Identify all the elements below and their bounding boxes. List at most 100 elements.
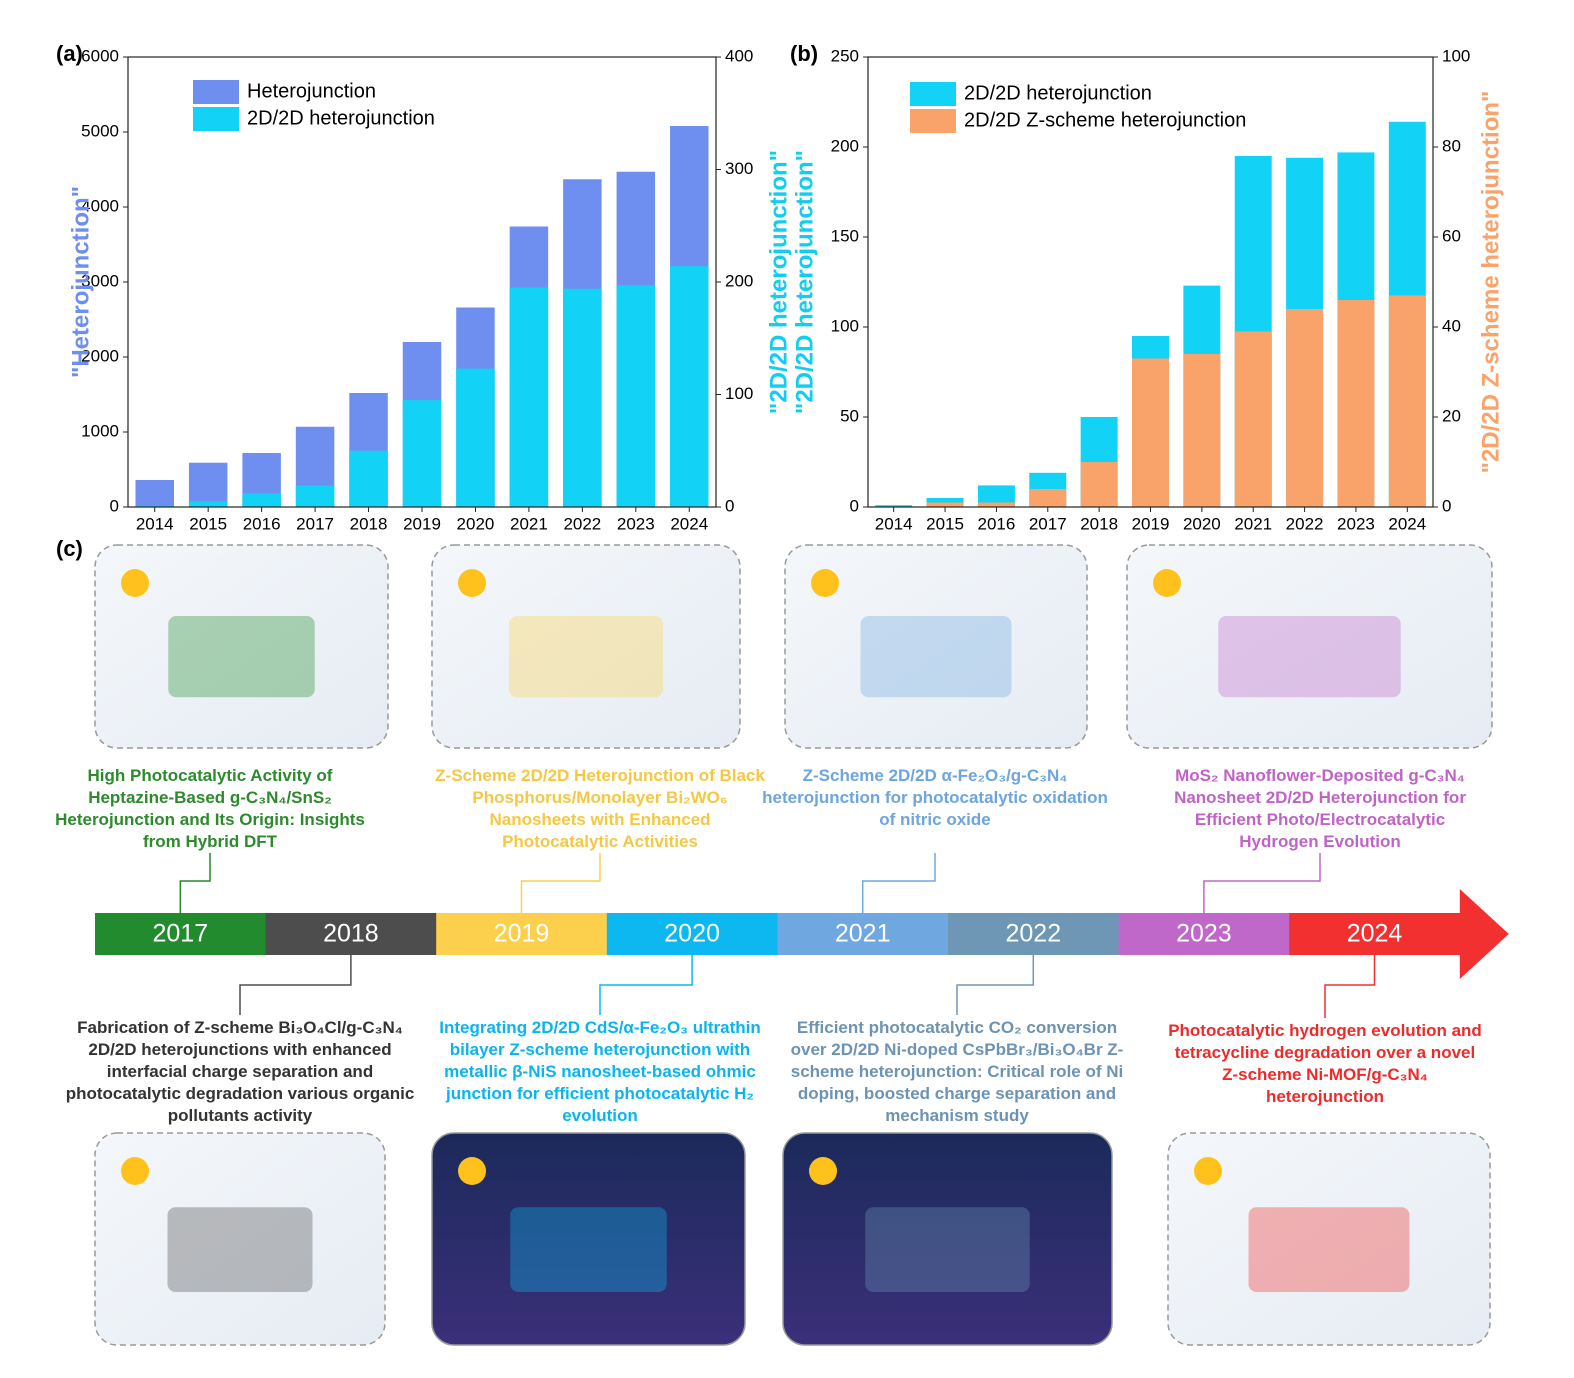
y2-tick-label: 20 (1442, 406, 1461, 425)
bar (349, 450, 388, 507)
bar (188, 462, 228, 507)
bar (1132, 358, 1169, 507)
bar (242, 493, 281, 507)
image-panel (167, 1207, 313, 1292)
x-tick-label: 2019 (1132, 514, 1170, 533)
bar (875, 505, 913, 507)
connector (520, 853, 601, 913)
image-panel (1218, 616, 1401, 698)
connector (956, 955, 1035, 1015)
y-tick-label: 6000 (81, 46, 119, 65)
y2-tick-label: 0 (725, 496, 734, 515)
legend-label: 2D/2D heterojunction (247, 107, 435, 129)
y-tick-label: 0 (110, 496, 119, 515)
image-sun (1153, 569, 1181, 597)
timeline-arrowhead (1459, 889, 1509, 979)
figure-image (782, 1132, 1113, 1346)
figure-image (94, 544, 389, 749)
timeline-segment (95, 913, 267, 955)
timeline-segment (1118, 913, 1290, 955)
panel-label: (c) (56, 536, 83, 561)
y-tick-label: 250 (831, 46, 859, 65)
y-tick-label: 150 (831, 226, 859, 245)
figure-image (94, 1132, 386, 1346)
legend-label: 2D/2D heterojunction (964, 82, 1152, 104)
x-tick-label: 2017 (296, 514, 334, 533)
timeline-segment (1289, 913, 1463, 955)
timeline-segment (606, 913, 778, 955)
x-tick-label: 2014 (136, 514, 174, 533)
paper-title: Z-Scheme 2D/2D Heterojunction of Black P… (435, 766, 765, 851)
timeline-year: 2020 (664, 920, 720, 948)
paper-title: Z-Scheme 2D/2D α-Fe₂O₃/g-C₃N₄ heterojunc… (762, 766, 1108, 829)
x-tick-label: 2019 (403, 514, 441, 533)
connector (179, 853, 211, 913)
bar (295, 485, 335, 507)
y-tick-label: 0 (850, 496, 859, 515)
image-sun (458, 1157, 486, 1185)
bar (509, 287, 549, 507)
x-tick-label: 2020 (1183, 514, 1221, 533)
bar (977, 485, 1015, 507)
figure-image (784, 544, 1088, 749)
image-sun (458, 569, 486, 597)
y2-axis-label: "2D/2D heterojunction" (765, 150, 792, 414)
y2-tick-label: 100 (725, 384, 753, 403)
bar (1080, 462, 1118, 507)
bar (1286, 309, 1324, 507)
x-tick-label: 2023 (1337, 514, 1375, 533)
x-tick-label: 2024 (1388, 514, 1426, 533)
y-tick-label: 1000 (81, 421, 119, 440)
y2-axis-label: "2D/2D heterojunction" (791, 150, 818, 414)
timeline-year: 2024 (1347, 920, 1403, 948)
legend-swatch (193, 107, 239, 131)
timeline-year: 2017 (152, 920, 208, 948)
y2-tick-label: 0 (1442, 496, 1451, 515)
panel-label: (a) (56, 41, 83, 66)
bar (456, 368, 495, 507)
legend-label: Heterojunction (247, 80, 376, 102)
timeline-year: 2023 (1176, 920, 1232, 948)
image-sun (809, 1157, 837, 1185)
bar (188, 501, 228, 507)
y2-tick-label: 400 (725, 46, 753, 65)
legend-swatch (910, 109, 956, 133)
y-tick-label: 5000 (81, 121, 119, 140)
x-tick-label: 2016 (977, 514, 1015, 533)
x-tick-label: 2018 (350, 514, 388, 533)
figure-image (431, 544, 741, 749)
x-tick-label: 2016 (243, 514, 281, 533)
connector (1203, 853, 1321, 913)
y-tick-label: 4000 (81, 196, 119, 215)
paper-title: Photocatalytic hydrogen evolution and te… (1168, 1021, 1482, 1106)
y-tick-label: 3000 (81, 271, 119, 290)
y2-tick-label: 200 (725, 271, 753, 290)
bar (616, 285, 656, 507)
bar (402, 400, 442, 507)
image-panel (168, 616, 315, 698)
timeline-year: 2019 (494, 920, 550, 948)
bar (563, 288, 602, 507)
y-tick-label: 2000 (81, 346, 119, 365)
y2-tick-label: 300 (725, 159, 753, 178)
y-tick-label: 50 (840, 406, 859, 425)
image-panel (1248, 1207, 1410, 1292)
connector (599, 955, 693, 1015)
image-panel (510, 1207, 667, 1292)
x-tick-label: 2020 (457, 514, 495, 533)
y-tick-label: 100 (831, 316, 859, 335)
figure-image (431, 1132, 746, 1346)
paper-title: Efficient photocatalytic CO₂ conversion … (790, 1018, 1124, 1125)
y2-axis-label: "2D/2D Z-scheme heterojunction" (1477, 91, 1504, 474)
paper-title: High Photocatalytic Activity of Heptazin… (55, 766, 365, 851)
image-panel (860, 616, 1012, 698)
x-tick-label: 2022 (563, 514, 601, 533)
paper-title: Fabrication of Z-scheme Bi₃O₄Cl/g-C₃N₄ 2… (65, 1018, 415, 1125)
y2-tick-label: 80 (1442, 136, 1461, 155)
x-tick-label: 2014 (875, 514, 913, 533)
x-tick-label: 2018 (1080, 514, 1118, 533)
paper-title: Integrating 2D/2D CdS/α-Fe₂O₃ ultrathin … (439, 1018, 761, 1125)
image-sun (121, 1157, 149, 1185)
